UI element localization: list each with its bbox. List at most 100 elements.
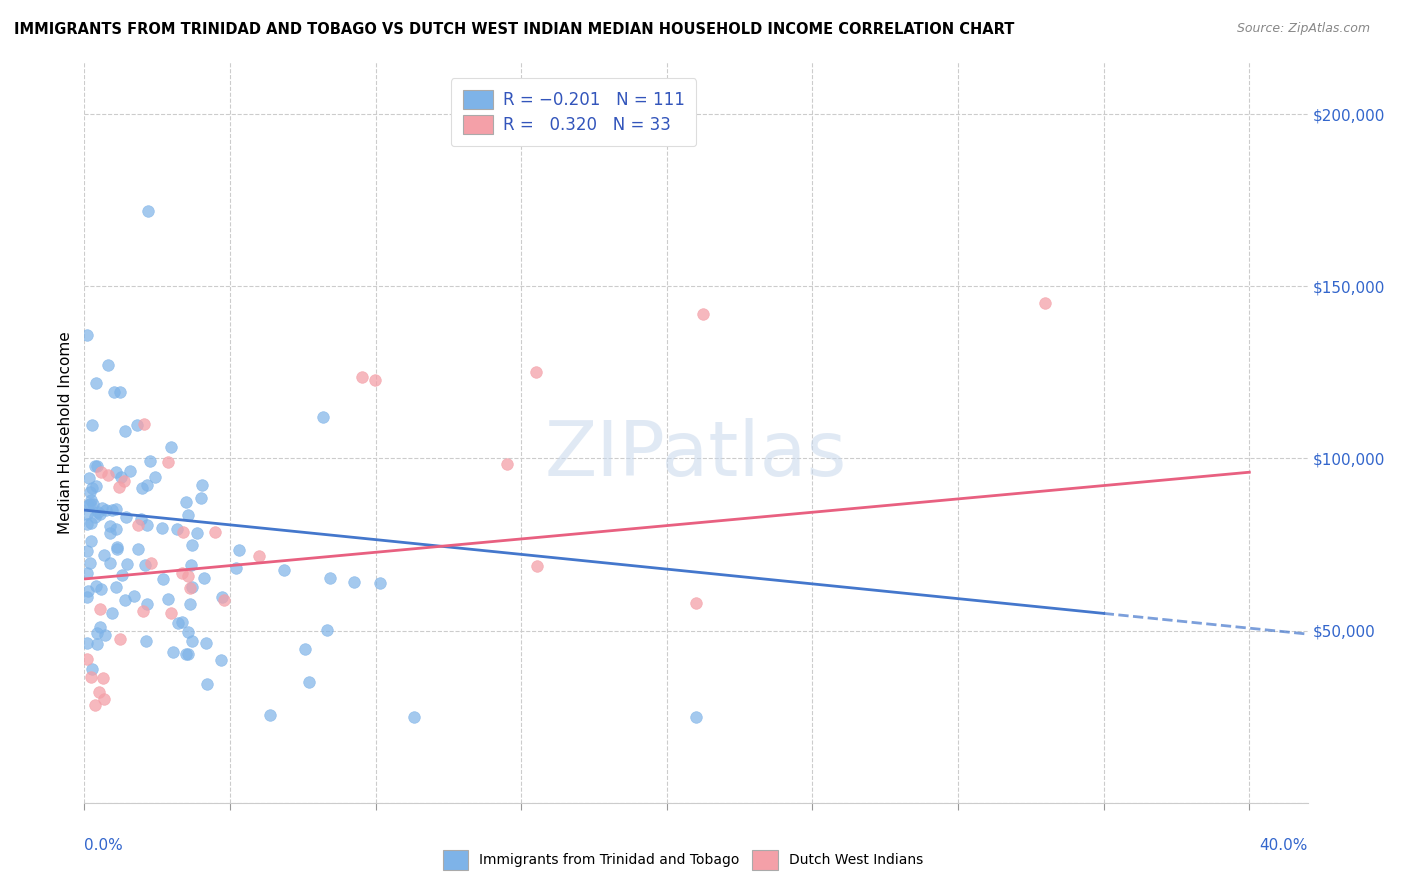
- Point: [350, 370, 373, 384]
- Point: [524, 365, 547, 379]
- Point: [177, 508, 200, 523]
- Point: [167, 615, 190, 630]
- Point: [228, 543, 250, 558]
- Point: [97, 468, 120, 483]
- Point: [89, 685, 111, 699]
- Point: [108, 385, 131, 400]
- Point: [211, 590, 233, 604]
- Point: [86, 636, 108, 650]
- Point: [79, 670, 101, 684]
- Point: [273, 564, 295, 578]
- Text: 0.0%: 0.0%: [84, 838, 124, 854]
- Point: [87, 505, 110, 519]
- Point: [76, 328, 98, 343]
- Point: [108, 480, 131, 494]
- Point: [370, 575, 392, 590]
- Point: [685, 709, 707, 723]
- Point: [83, 698, 105, 712]
- Point: [186, 525, 208, 540]
- Point: [112, 474, 135, 488]
- Point: [110, 469, 132, 483]
- Point: [177, 625, 200, 640]
- Point: [105, 466, 128, 480]
- Point: [77, 583, 100, 598]
- Point: [685, 596, 707, 610]
- Point: [191, 477, 214, 491]
- Point: [159, 441, 181, 455]
- Point: [134, 558, 156, 573]
- Text: Immigrants from Trinidad and Tobago: Immigrants from Trinidad and Tobago: [479, 853, 740, 867]
- Point: [139, 454, 162, 468]
- Point: [104, 522, 127, 536]
- Point: [247, 549, 270, 564]
- Point: [80, 481, 103, 495]
- Point: [90, 465, 112, 479]
- Point: [166, 522, 188, 536]
- Point: [90, 582, 112, 596]
- Point: [93, 628, 115, 642]
- Point: [259, 708, 281, 723]
- Point: [114, 425, 136, 439]
- Point: [190, 491, 212, 505]
- Point: [80, 417, 103, 432]
- Point: [195, 677, 218, 691]
- Point: [315, 623, 337, 637]
- Point: [105, 542, 128, 557]
- Point: [114, 593, 136, 607]
- Point: [172, 566, 194, 580]
- Point: [134, 417, 156, 431]
- Point: [114, 510, 136, 524]
- Point: [120, 464, 142, 478]
- Point: [80, 534, 103, 549]
- Point: [80, 493, 103, 508]
- Point: [312, 410, 335, 425]
- Point: [127, 542, 149, 557]
- Point: [294, 642, 316, 657]
- Point: [174, 494, 197, 508]
- Point: [138, 203, 160, 218]
- Point: [98, 519, 121, 533]
- Point: [84, 458, 107, 473]
- Point: [79, 556, 101, 570]
- Point: [76, 636, 98, 650]
- Point: [107, 540, 129, 554]
- Point: [76, 544, 98, 558]
- Point: [86, 376, 108, 390]
- Point: [82, 497, 104, 511]
- Point: [84, 479, 107, 493]
- Point: [90, 501, 112, 516]
- Point: [156, 455, 179, 469]
- Point: [157, 592, 180, 607]
- Text: Source: ZipAtlas.com: Source: ZipAtlas.com: [1237, 22, 1371, 36]
- Point: [86, 579, 108, 593]
- Point: [76, 651, 98, 665]
- Point: [80, 516, 103, 530]
- Point: [125, 418, 148, 433]
- Y-axis label: Median Household Income: Median Household Income: [58, 331, 73, 534]
- Point: [143, 470, 166, 484]
- Legend: R = −0.201   N = 111, R =   0.320   N = 33: R = −0.201 N = 111, R = 0.320 N = 33: [451, 78, 696, 146]
- Point: [179, 581, 201, 595]
- Point: [343, 575, 366, 590]
- Point: [110, 632, 132, 647]
- Point: [129, 511, 152, 525]
- Point: [298, 674, 321, 689]
- Point: [97, 358, 120, 372]
- Point: [127, 517, 149, 532]
- Point: [162, 645, 184, 659]
- Point: [139, 557, 162, 571]
- Point: [79, 485, 101, 500]
- Point: [225, 561, 247, 575]
- Point: [103, 384, 125, 399]
- Point: [93, 548, 115, 562]
- Point: [76, 517, 98, 532]
- Point: [318, 572, 340, 586]
- Point: [402, 709, 425, 723]
- Text: IMMIGRANTS FROM TRINIDAD AND TOBAGO VS DUTCH WEST INDIAN MEDIAN HOUSEHOLD INCOME: IMMIGRANTS FROM TRINIDAD AND TOBAGO VS D…: [14, 22, 1015, 37]
- Point: [179, 597, 201, 611]
- Point: [181, 580, 204, 594]
- Point: [692, 307, 714, 321]
- Point: [76, 498, 98, 512]
- Point: [76, 508, 98, 522]
- Point: [193, 571, 215, 585]
